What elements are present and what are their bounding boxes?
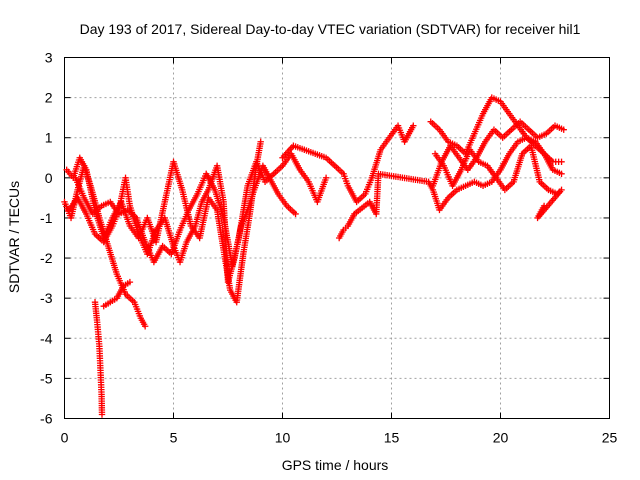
y-tick-label: 3 (45, 50, 53, 66)
data-point (322, 174, 330, 182)
series-track-5 (72, 150, 330, 270)
series-track-10 (431, 142, 565, 222)
x-tick-label: 10 (275, 430, 291, 446)
series-track-6 (279, 122, 417, 206)
data-point (558, 158, 565, 165)
data-point (257, 138, 264, 145)
data-point (558, 170, 565, 178)
data-point (126, 278, 134, 286)
y-tick-label: 0 (45, 170, 53, 186)
data-marks (61, 94, 567, 418)
chart-title: Day 193 of 2017, Sidereal Day-to-day VTE… (80, 21, 581, 37)
y-tick-label: -6 (40, 411, 53, 427)
data-point (540, 202, 548, 210)
x-tick-label: 5 (170, 430, 178, 446)
data-point (98, 411, 106, 418)
plot-frame (64, 57, 610, 419)
x-tick-label: 15 (384, 430, 400, 446)
y-tick-label: 1 (45, 130, 53, 146)
y-axis-label: SDTVAR / TECUs (6, 181, 22, 293)
x-tick-label: 20 (493, 430, 509, 446)
x-tick-label: 0 (61, 430, 69, 446)
y-tick-label: -2 (40, 250, 53, 266)
x-axis-label: GPS time / hours (282, 457, 389, 473)
y-tick-label: -3 (40, 290, 53, 306)
x-tick-label: 25 (602, 430, 618, 446)
data-point (141, 323, 149, 330)
axis-ticks: 0 5 10 15 20 25 -6 -5 -4 -3 -2 -1 0 1 2 3 (40, 50, 617, 446)
data-point (410, 122, 417, 129)
y-tick-label: -4 (40, 330, 53, 346)
data-point (292, 210, 299, 218)
y-tick-label: -5 (40, 370, 53, 386)
y-tick-label: -1 (40, 210, 53, 226)
data-point (560, 126, 567, 133)
series-track-9 (429, 118, 567, 190)
series-track-2 (91, 278, 134, 418)
y-tick-label: 2 (45, 90, 53, 106)
